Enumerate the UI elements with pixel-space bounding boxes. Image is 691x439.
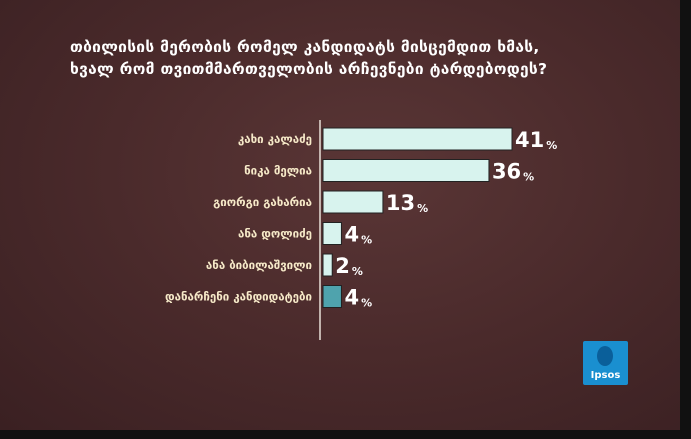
- title-line-1: თბილისის მერობის რომელ კანდიდატს მისცემდ…: [70, 38, 540, 56]
- category-label: ანა დოლიძე: [238, 227, 312, 241]
- value-label: 4: [344, 223, 359, 247]
- percent-sign: %: [352, 265, 363, 278]
- percent-sign: %: [417, 202, 428, 215]
- logo-text: Ipsos: [590, 370, 621, 381]
- ipsos-logo: Ipsos: [583, 341, 628, 385]
- bar: [322, 253, 333, 277]
- tv-screen: თბილისის მერობის რომელ კანდიდატს მისცემდ…: [0, 0, 680, 430]
- value-label: 41: [515, 128, 544, 152]
- percent-sign: %: [361, 234, 372, 247]
- bar-chart: კახი კალაძე 41 % ნიკა მელია 36 % გიორგი გახარი…: [165, 120, 557, 340]
- bar: [322, 127, 513, 151]
- category-label: კახი კალაძე: [238, 132, 312, 146]
- category-label: გიორგი გახარია: [213, 195, 312, 209]
- category-label: ნიკა მელია: [244, 164, 312, 178]
- percent-sign: %: [523, 171, 534, 184]
- title-line-2: ხვალ რომ თვითმმართველობის არჩევნები ტარდ…: [70, 60, 548, 78]
- bar: [322, 285, 342, 308]
- value-label: 13: [386, 191, 415, 215]
- logo-mark-icon: [597, 346, 613, 366]
- chart-title: თბილისის მერობის რომელ კანდიდატს მისცემდ…: [70, 36, 630, 80]
- category-label: ანა ბიბილაშვილი: [206, 258, 312, 272]
- value-label: 4: [344, 286, 359, 310]
- bar: [322, 190, 384, 214]
- value-label: 2: [335, 254, 350, 278]
- bar: [322, 159, 490, 182]
- percent-sign: %: [546, 139, 557, 152]
- bar: [322, 222, 342, 245]
- percent-sign: %: [361, 297, 372, 310]
- category-label: დანარჩენი კანდიდატები: [165, 290, 312, 304]
- value-label: 36: [492, 160, 521, 184]
